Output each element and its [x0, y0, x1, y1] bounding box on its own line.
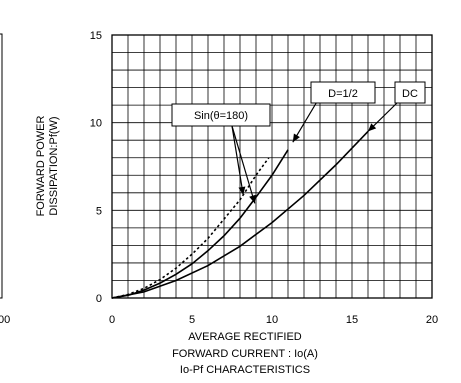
annotation-box-d12	[310, 81, 376, 104]
chart-caption: Io-Pf CHARACTERISTICS	[180, 364, 310, 376]
adjacent-chart-frame-edge	[0, 33, 3, 299]
plot-frame	[111, 34, 433, 299]
y-axis-label-line-1: FORWARD POWER	[35, 116, 47, 217]
x-tick-label: 5	[189, 314, 195, 326]
plot-grid	[112, 35, 432, 298]
annotation-dc: DC	[394, 81, 426, 104]
arrow-sin-a-head	[238, 186, 246, 195]
annotation-box-dc	[394, 81, 426, 104]
y-axis-label: FORWARD POWER DISSIPATION:Pf(W)	[35, 116, 60, 217]
adjacent-chart-tick-label: 00	[0, 314, 10, 326]
annotation-label-sin: Sin(θ=180)	[194, 110, 248, 122]
x-tick-label: 0	[109, 314, 115, 326]
annotation-box-sin	[171, 103, 271, 127]
series-curves	[111, 130, 369, 299]
arrow-dc-head	[368, 123, 377, 132]
annotation-arrows	[231, 99, 401, 204]
arrow-d12-line	[292, 99, 319, 143]
y-axis-ticks: 0 5 10 15	[90, 30, 102, 305]
annotation-label-d12: D=1/2	[328, 88, 358, 100]
y-tick-label: 0	[96, 293, 102, 305]
y-tick-label: 10	[90, 118, 102, 130]
series-line-2	[111, 130, 369, 299]
x-axis-label-line-2: FORWARD CURRENT : Io(A)	[172, 348, 318, 360]
x-tick-label: 20	[426, 314, 438, 326]
adjacent-chart-fragment: 00	[0, 33, 10, 326]
x-tick-label: 10	[266, 314, 278, 326]
y-axis-label-line-2: DISSIPATION:Pf(W)	[48, 116, 60, 215]
series-line-0	[111, 157, 270, 299]
series-line-1	[111, 149, 289, 299]
x-axis-ticks: 0 5 10 15 20	[109, 314, 438, 326]
annotation-sin: Sin(θ=180)	[171, 103, 271, 127]
arrow-sin-a-line	[231, 125, 244, 196]
annotation-d12: D=1/2	[310, 81, 376, 104]
arrow-sin-b-head	[249, 194, 256, 204]
y-tick-label: 5	[96, 205, 102, 217]
y-tick-label: 15	[90, 30, 102, 42]
x-tick-label: 15	[346, 314, 358, 326]
annotation-label-dc: DC	[402, 88, 418, 100]
arrow-sin-b-line	[231, 125, 256, 204]
arrow-d12-head	[292, 133, 300, 143]
x-axis-label-line-1: AVERAGE RECTIFIED	[188, 331, 302, 343]
